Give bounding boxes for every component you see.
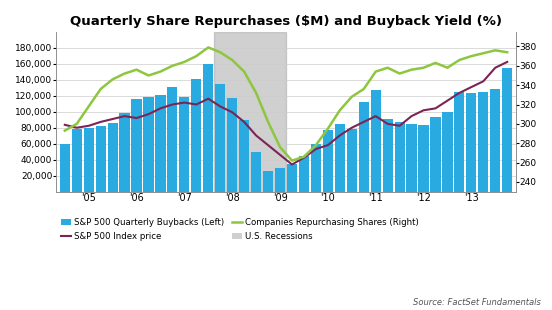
Bar [323, 130, 333, 192]
Bar [155, 95, 166, 192]
Bar [131, 99, 142, 192]
Bar [60, 144, 70, 192]
Legend: S&P 500 Quarterly Buybacks (Left), S&P 500 Index price, Companies Repurchasing S: S&P 500 Quarterly Buybacks (Left), S&P 5… [61, 218, 419, 241]
Bar [227, 98, 237, 192]
Bar [395, 122, 405, 192]
Bar [335, 124, 345, 192]
Bar [275, 168, 285, 192]
Bar [478, 92, 489, 192]
Bar [359, 102, 369, 192]
Bar [442, 112, 453, 192]
Bar [263, 171, 273, 192]
Bar [311, 144, 321, 192]
Bar [418, 125, 428, 192]
Bar [179, 97, 189, 192]
Bar [167, 87, 178, 192]
Bar [454, 92, 464, 192]
Bar [383, 119, 392, 192]
Bar [239, 120, 250, 192]
Title: Quarterly Share Repurchases ($M) and Buyback Yield (%): Quarterly Share Repurchases ($M) and Buy… [70, 15, 502, 28]
Bar [95, 126, 106, 192]
Bar [466, 93, 476, 192]
Bar [144, 97, 153, 192]
Bar [347, 129, 357, 192]
Bar [108, 123, 118, 192]
Bar [191, 79, 201, 192]
Bar [119, 113, 130, 192]
Bar [299, 156, 309, 192]
Bar [214, 32, 286, 192]
Bar [490, 89, 500, 192]
Bar [431, 117, 440, 192]
Bar [406, 124, 417, 192]
Bar [370, 90, 381, 192]
Bar [72, 129, 82, 192]
Text: Source: FactSet Fundamentals: Source: FactSet Fundamentals [413, 298, 541, 307]
Bar [83, 128, 94, 192]
Bar [502, 68, 512, 192]
Bar [215, 84, 225, 192]
Bar [251, 152, 261, 192]
Bar [203, 64, 214, 192]
Bar [287, 164, 297, 192]
